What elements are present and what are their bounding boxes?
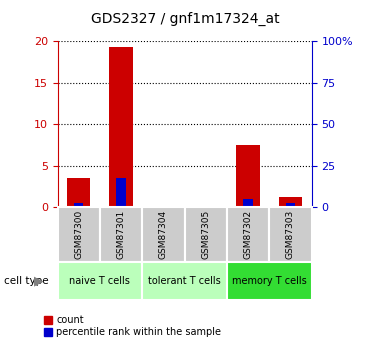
Text: memory T cells: memory T cells xyxy=(232,276,307,286)
Bar xyxy=(269,207,312,262)
Bar xyxy=(201,206,210,207)
Text: GSM87302: GSM87302 xyxy=(244,210,253,259)
Bar xyxy=(142,262,227,300)
Text: GSM87303: GSM87303 xyxy=(286,210,295,259)
Text: tolerant T cells: tolerant T cells xyxy=(148,276,221,286)
Bar xyxy=(286,203,295,207)
Bar xyxy=(194,206,217,207)
Bar xyxy=(227,207,269,262)
Bar xyxy=(58,207,100,262)
Bar xyxy=(243,199,253,207)
Bar xyxy=(100,207,142,262)
Bar xyxy=(185,207,227,262)
Bar xyxy=(74,203,83,207)
Bar xyxy=(159,206,168,207)
Bar xyxy=(236,145,260,207)
Bar xyxy=(58,262,142,300)
Bar xyxy=(116,178,126,207)
Bar xyxy=(142,207,185,262)
Text: GSM87304: GSM87304 xyxy=(159,210,168,259)
Text: GSM87300: GSM87300 xyxy=(74,210,83,259)
Text: GSM87301: GSM87301 xyxy=(116,210,125,259)
Bar xyxy=(152,206,175,207)
Text: GDS2327 / gnf1m17324_at: GDS2327 / gnf1m17324_at xyxy=(91,12,280,26)
Legend: count, percentile rank within the sample: count, percentile rank within the sample xyxy=(44,315,221,337)
Text: naive T cells: naive T cells xyxy=(69,276,130,286)
Bar xyxy=(67,178,90,207)
Bar xyxy=(279,197,302,207)
Text: GSM87305: GSM87305 xyxy=(201,210,210,259)
Text: cell type: cell type xyxy=(4,276,48,286)
Text: ▶: ▶ xyxy=(34,275,44,288)
Bar xyxy=(227,262,312,300)
Bar xyxy=(109,47,133,207)
